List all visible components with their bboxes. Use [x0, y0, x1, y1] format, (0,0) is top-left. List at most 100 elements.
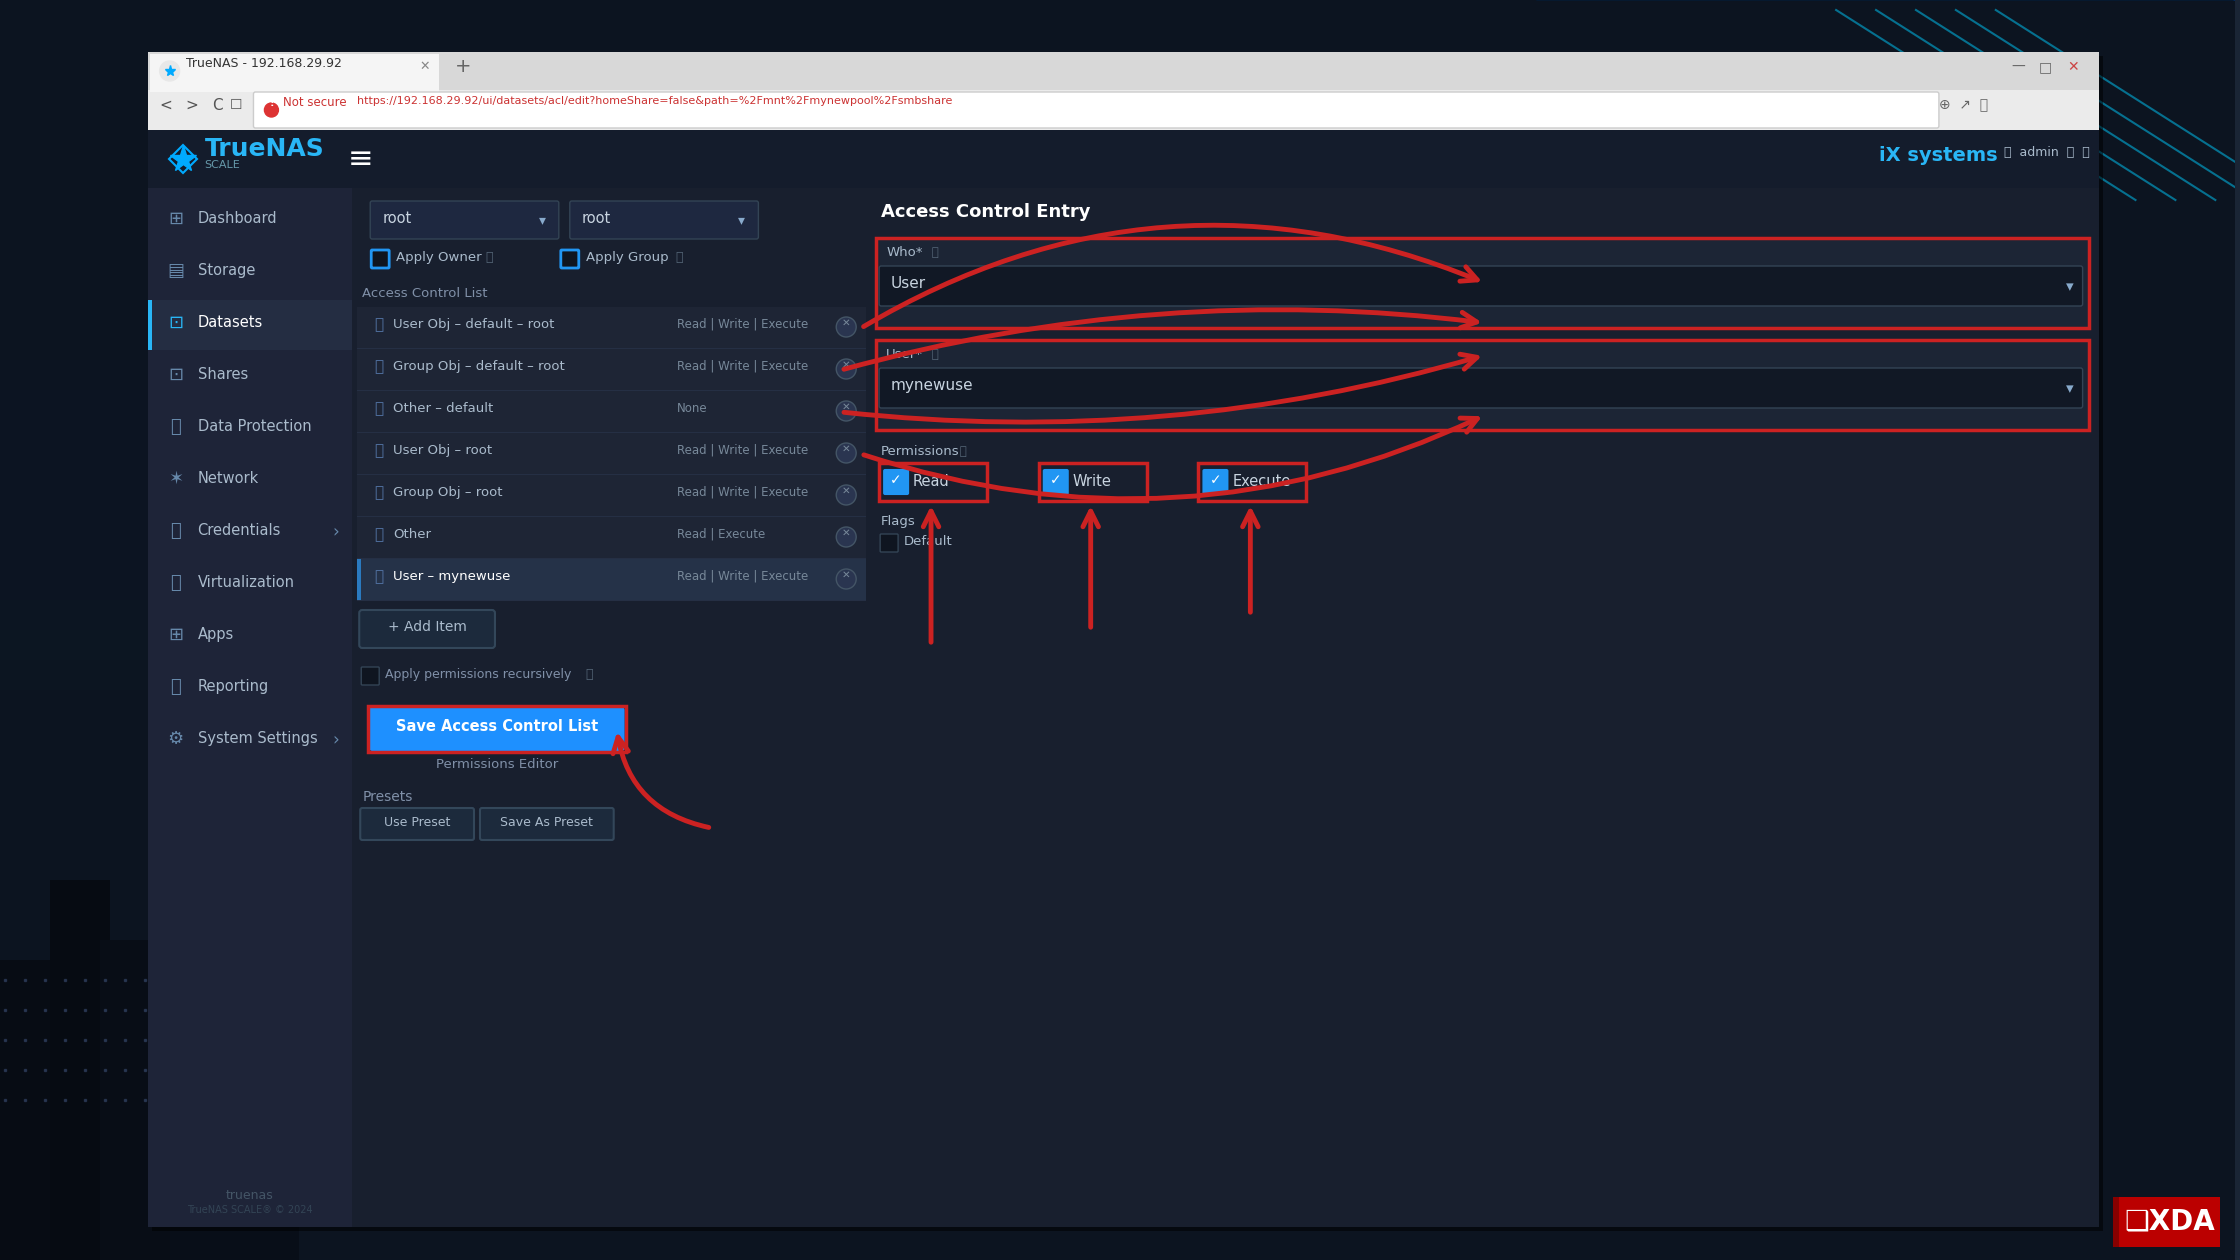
Bar [0, 600, 379, 660]
FancyBboxPatch shape [358, 610, 495, 648]
Text: 🛡: 🛡 [170, 418, 181, 436]
Bar [0, 510, 379, 570]
Bar [0, 239, 379, 300]
Text: 📊: 📊 [170, 678, 181, 696]
Text: ✓: ✓ [1210, 472, 1221, 488]
Bar [152, 55, 2103, 1231]
Bar [148, 300, 152, 350]
Text: 👤: 👤 [374, 318, 383, 331]
Text: Not secure: Not secure [284, 96, 347, 110]
Text: ✕: ✕ [2068, 60, 2079, 74]
Bar [876, 188, 2094, 1227]
Text: ✕: ✕ [842, 360, 851, 370]
Text: ✕: ✕ [842, 570, 851, 580]
FancyBboxPatch shape [370, 202, 558, 239]
Circle shape [836, 318, 856, 336]
FancyBboxPatch shape [880, 534, 898, 552]
Bar [356, 349, 867, 391]
Text: !: ! [269, 98, 273, 108]
Circle shape [836, 570, 856, 588]
Bar [2112, 1197, 2220, 1247]
Text: Other – default: Other – default [394, 402, 493, 415]
Bar [0, 89, 379, 150]
Bar [0, 1011, 300, 1260]
Text: Write: Write [1073, 474, 1111, 489]
Text: Other: Other [394, 528, 430, 541]
Text: <: < [159, 98, 172, 113]
Text: Default: Default [905, 536, 952, 548]
Text: 🖥: 🖥 [170, 575, 181, 592]
Text: Access Control Entry: Access Control Entry [880, 203, 1091, 220]
Text: ›: › [332, 523, 338, 541]
Text: 👥: 👥 [374, 359, 383, 374]
Bar [101, 940, 170, 1260]
Text: 👤: 👤 [374, 570, 383, 583]
Text: ☐: ☐ [228, 98, 242, 112]
Circle shape [264, 103, 278, 117]
Text: Read | Write | Execute: Read | Write | Execute [676, 318, 809, 331]
Circle shape [836, 527, 856, 547]
Bar [878, 462, 988, 501]
FancyBboxPatch shape [1203, 470, 1228, 494]
Circle shape [836, 359, 856, 379]
Bar [0, 960, 81, 1260]
Bar [876, 340, 2088, 430]
Text: mynewuse: mynewuse [892, 378, 974, 393]
Bar [0, 180, 379, 239]
Text: Apps: Apps [197, 627, 233, 643]
Bar [0, 120, 379, 180]
Text: User Obj – root: User Obj – root [394, 444, 493, 457]
FancyBboxPatch shape [885, 470, 907, 494]
Bar [148, 188, 352, 1227]
Bar [0, 450, 379, 510]
Text: ▤: ▤ [168, 262, 184, 280]
Bar [0, 630, 379, 690]
Bar [367, 706, 625, 752]
Bar [0, 420, 379, 480]
Text: ✕: ✕ [842, 528, 851, 538]
Bar [148, 130, 2099, 1227]
Text: TrueNAS SCALE® © 2024: TrueNAS SCALE® © 2024 [186, 1205, 311, 1215]
Text: truenas: truenas [226, 1189, 273, 1202]
Text: Read | Write | Execute: Read | Write | Execute [676, 570, 809, 583]
Bar [0, 360, 379, 420]
Text: Virtualization: Virtualization [197, 575, 296, 590]
Text: Save As Preset: Save As Preset [500, 816, 594, 829]
Text: ⓘ: ⓘ [927, 348, 939, 362]
Text: SCALE: SCALE [204, 160, 240, 170]
Bar [148, 89, 2099, 130]
Bar [0, 480, 379, 541]
Text: C: C [213, 98, 222, 113]
Text: ⓘ: ⓘ [672, 251, 683, 265]
Text: ▾: ▾ [2065, 278, 2074, 294]
Bar [49, 879, 110, 1260]
Text: ✕: ✕ [842, 444, 851, 454]
Text: Presets: Presets [363, 790, 412, 804]
Text: Flags: Flags [880, 515, 916, 528]
Text: Shares: Shares [197, 367, 249, 382]
Text: Dashboard: Dashboard [197, 210, 278, 226]
Text: Apply Owner: Apply Owner [396, 251, 482, 265]
Text: None: None [676, 402, 708, 415]
Text: Permissions Editor: Permissions Editor [437, 759, 558, 771]
Text: ✓: ✓ [889, 472, 903, 488]
Text: User: User [892, 276, 927, 291]
Text: Who*: Who* [887, 246, 923, 260]
Text: —: — [2012, 60, 2025, 74]
Text: Access Control List: Access Control List [363, 287, 488, 300]
Text: ⓘ: ⓘ [956, 445, 968, 457]
Bar [0, 300, 379, 360]
Bar [356, 559, 867, 600]
FancyBboxPatch shape [560, 249, 578, 268]
FancyBboxPatch shape [372, 249, 390, 268]
Text: ⊕  ↗  🛡: ⊕ ↗ 🛡 [1940, 98, 1989, 112]
Text: ✕: ✕ [842, 402, 851, 412]
Text: Group Obj – default – root: Group Obj – default – root [394, 360, 564, 373]
Bar [352, 188, 2099, 1227]
Bar [1039, 462, 1147, 501]
Bar [0, 210, 379, 270]
Text: ✕: ✕ [842, 318, 851, 328]
Text: System Settings: System Settings [197, 731, 318, 746]
FancyBboxPatch shape [479, 808, 614, 840]
Bar [876, 238, 2088, 328]
